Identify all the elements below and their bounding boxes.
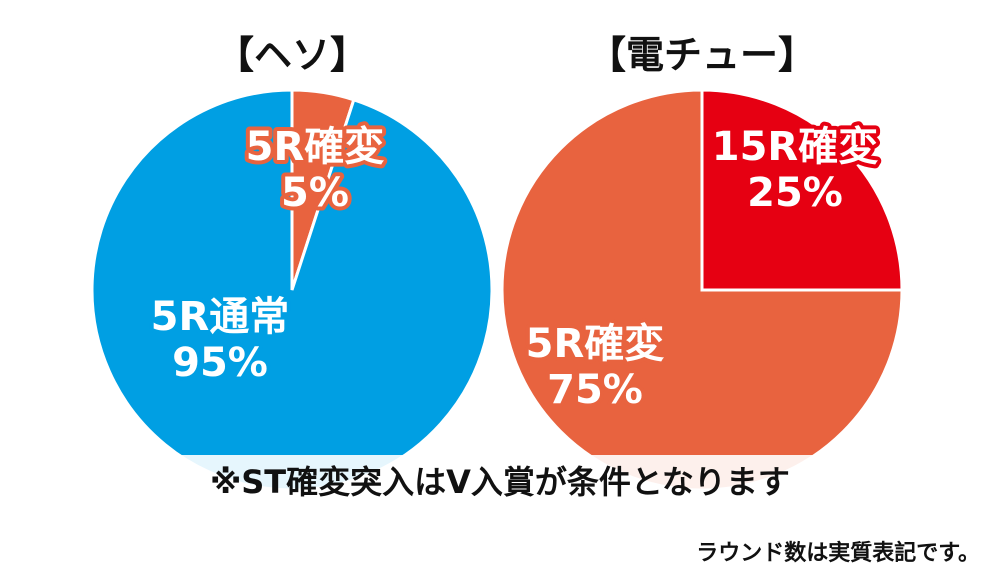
slice-label: 15R確変 bbox=[712, 124, 878, 170]
chart-title: 【電チュー】 bbox=[588, 33, 816, 77]
round-count-footnote: ラウンド数は実質表記です。 bbox=[696, 541, 980, 566]
slice-label: 5R確変 bbox=[246, 124, 385, 170]
slice-label: 5R通常 bbox=[151, 294, 290, 340]
slice-value-label: 5% bbox=[281, 170, 349, 216]
slice-label: 5R確変 bbox=[526, 321, 665, 367]
chart-title: 【ヘソ】 bbox=[216, 33, 368, 77]
slice-value-label: 75% bbox=[547, 367, 643, 413]
slice-value-label: 95% bbox=[172, 340, 268, 386]
pie-slice bbox=[500, 88, 904, 492]
pie-slice bbox=[700, 88, 904, 292]
slice-value-label: 25% bbox=[747, 170, 843, 216]
st-condition-note: ※ST確変突入はV入賞が条件となります bbox=[0, 455, 1000, 505]
